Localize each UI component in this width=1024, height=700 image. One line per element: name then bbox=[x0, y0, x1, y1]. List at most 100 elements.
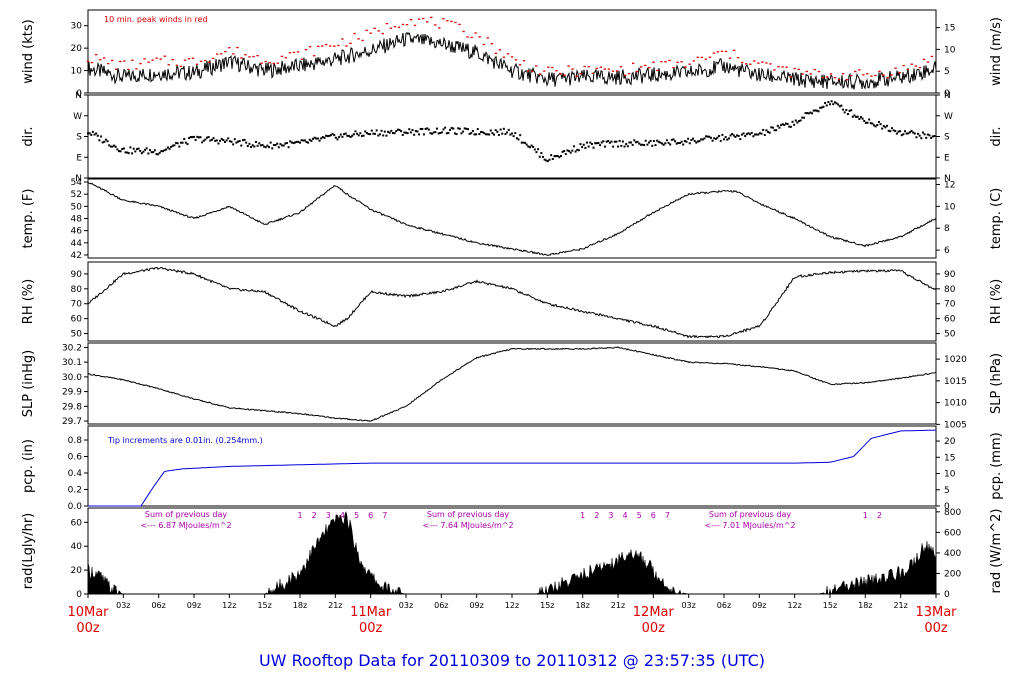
direction-point bbox=[811, 112, 814, 115]
direction-point bbox=[709, 136, 712, 139]
radiation-hour-mark: 7 bbox=[665, 511, 670, 520]
direction-point bbox=[193, 135, 195, 138]
direction-point bbox=[449, 128, 452, 131]
direction-point bbox=[662, 143, 665, 146]
temperature-series-line bbox=[87, 182, 937, 257]
direction-point bbox=[316, 137, 319, 140]
direction-point bbox=[134, 150, 137, 153]
direction-point bbox=[126, 151, 129, 154]
radiation-note-title: Sum of previous day bbox=[427, 510, 509, 519]
direction-point bbox=[435, 127, 438, 130]
direction-point bbox=[776, 124, 779, 127]
precipitation-ytick-label: 0.8 bbox=[68, 436, 83, 446]
direction-point bbox=[763, 134, 766, 137]
direction-point bbox=[274, 144, 277, 147]
direction-point bbox=[109, 145, 112, 148]
temperature-ytick-label: 48 bbox=[71, 215, 83, 225]
direction-point bbox=[391, 132, 394, 135]
direction-point bbox=[295, 140, 298, 143]
direction-point bbox=[928, 134, 931, 137]
temperature-ylabel: temp. (F) bbox=[21, 189, 36, 249]
direction-point bbox=[724, 136, 727, 139]
direction-point bbox=[250, 145, 253, 148]
temperature-ylabel-right: temp. (C) bbox=[989, 188, 1004, 250]
direction-point bbox=[639, 143, 642, 146]
wind-ytick-label: 10 bbox=[71, 67, 83, 77]
precipitation-ytick-right-label: 15 bbox=[944, 453, 955, 463]
direction-point bbox=[905, 132, 908, 135]
humidity-ytick-label: 60 bbox=[71, 315, 83, 325]
humidity-ytick-label: 90 bbox=[71, 270, 83, 280]
direction-point bbox=[367, 132, 370, 135]
direction-point bbox=[630, 141, 633, 144]
wind-ytick-label: 0 bbox=[76, 89, 82, 99]
direction-point bbox=[189, 136, 192, 139]
direction-point bbox=[732, 134, 735, 137]
direction-point bbox=[364, 130, 367, 133]
direction-point bbox=[222, 139, 225, 142]
direction-point bbox=[375, 129, 378, 132]
wind-ytick-right-label: 0 bbox=[944, 89, 950, 99]
direction-point bbox=[104, 138, 107, 141]
direction-point bbox=[421, 127, 424, 130]
direction-point bbox=[127, 152, 130, 155]
direction-point bbox=[933, 135, 936, 138]
direction-point bbox=[555, 155, 558, 158]
direction-point bbox=[532, 145, 535, 148]
direction-point bbox=[93, 133, 96, 136]
direction-point bbox=[176, 142, 179, 145]
direction-point bbox=[661, 142, 664, 145]
direction-point bbox=[207, 136, 210, 139]
radiation-ytick-right-label: 400 bbox=[944, 549, 961, 559]
direction-point bbox=[266, 144, 269, 147]
x-tick-label: 06z bbox=[717, 601, 731, 610]
direction-point bbox=[132, 147, 135, 150]
direction-point bbox=[152, 151, 155, 154]
humidity-ylabel: RH (%) bbox=[21, 279, 36, 324]
wind-frame bbox=[87, 9, 937, 94]
direction-point bbox=[103, 140, 106, 143]
direction-point bbox=[390, 129, 393, 132]
direction-point bbox=[478, 133, 481, 136]
direction-point bbox=[719, 139, 722, 142]
direction-point bbox=[643, 144, 646, 147]
direction-point bbox=[744, 134, 747, 137]
direction-point bbox=[297, 140, 300, 143]
direction-point bbox=[111, 145, 114, 148]
direction-point bbox=[873, 124, 876, 127]
direction-point bbox=[912, 131, 915, 134]
precipitation-ytick-right-label: 20 bbox=[944, 437, 956, 447]
direction-point bbox=[254, 140, 257, 143]
direction-point bbox=[488, 133, 491, 136]
direction-point bbox=[892, 129, 895, 132]
direction-point bbox=[610, 140, 613, 143]
direction-point bbox=[369, 133, 372, 136]
direction-point bbox=[783, 124, 786, 127]
direction-point bbox=[859, 116, 862, 119]
direction-point bbox=[594, 142, 597, 145]
direction-point bbox=[235, 141, 238, 144]
direction-point bbox=[753, 133, 756, 136]
direction-point bbox=[778, 126, 781, 129]
wind-ytick-label: 20 bbox=[71, 44, 83, 54]
direction-point bbox=[303, 139, 306, 142]
direction-point bbox=[147, 152, 150, 155]
direction-point bbox=[682, 143, 685, 146]
direction-point bbox=[551, 158, 554, 161]
direction-point bbox=[261, 143, 264, 146]
direction-point bbox=[292, 142, 295, 145]
direction-point bbox=[504, 133, 507, 136]
day-label-date: 10Mar bbox=[67, 605, 109, 620]
direction-point bbox=[108, 144, 111, 147]
direction-point bbox=[856, 115, 859, 118]
direction-point bbox=[403, 131, 406, 134]
radiation-ytick-right-label: 200 bbox=[944, 569, 961, 579]
direction-point bbox=[731, 132, 734, 135]
direction-point bbox=[566, 149, 569, 152]
x-tick-label: 06z bbox=[151, 601, 165, 610]
direction-point bbox=[119, 150, 122, 153]
direction-point bbox=[158, 151, 161, 154]
direction-point bbox=[920, 137, 923, 140]
radiation-note-title: Sum of previous day bbox=[145, 510, 227, 519]
direction-point bbox=[427, 128, 430, 131]
